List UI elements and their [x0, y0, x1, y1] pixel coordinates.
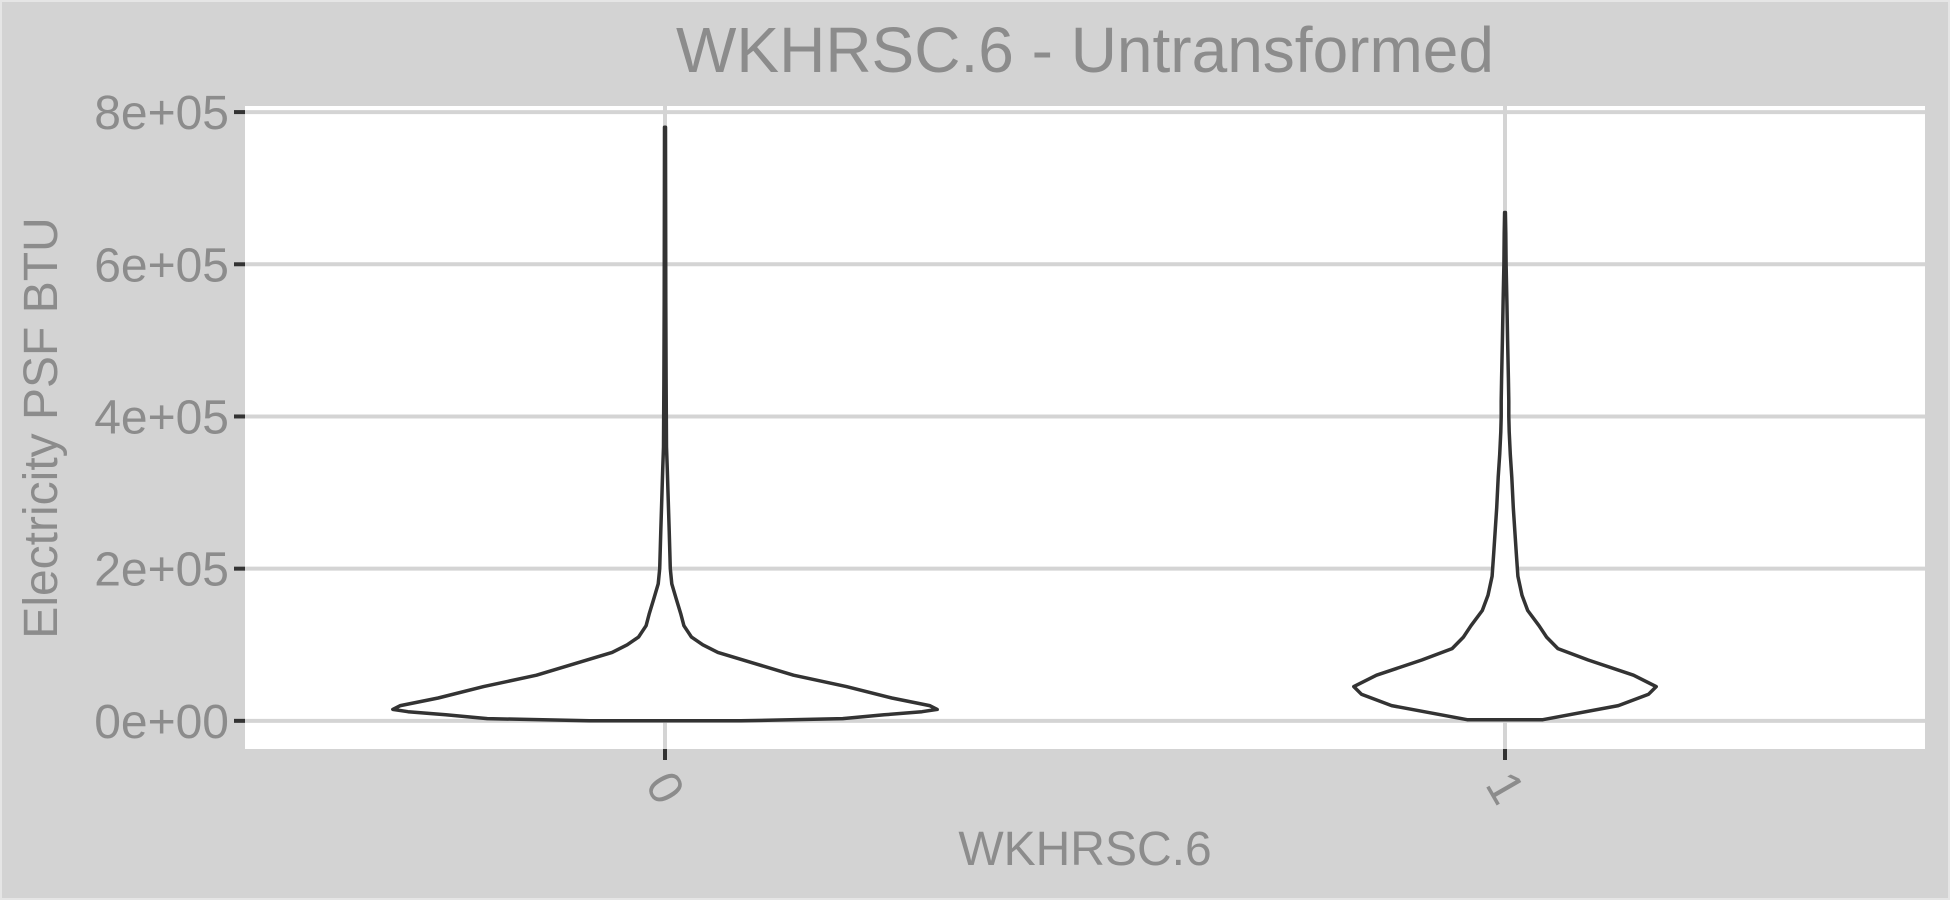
violin-1: [1352, 210, 1658, 722]
y-tick-label: 4e+05: [94, 391, 229, 444]
y-axis: 0e+00 2e+05 4e+05 6e+05 8e+05: [94, 87, 245, 749]
chart-title: WKHRSC.6 - Untransformed: [676, 14, 1494, 86]
violin-0: [391, 125, 939, 723]
violins: [391, 125, 1658, 723]
y-tick-label: 6e+05: [94, 239, 229, 292]
plot-panel: [245, 106, 1925, 749]
y-axis-title: Electricity PSF BTU: [15, 217, 68, 638]
x-axis-title: WKHRSC.6: [958, 823, 1211, 876]
y-tick-label: 2e+05: [94, 544, 229, 597]
y-tick-label: 0e+00: [94, 696, 229, 749]
y-tick-label: 8e+05: [94, 87, 229, 140]
